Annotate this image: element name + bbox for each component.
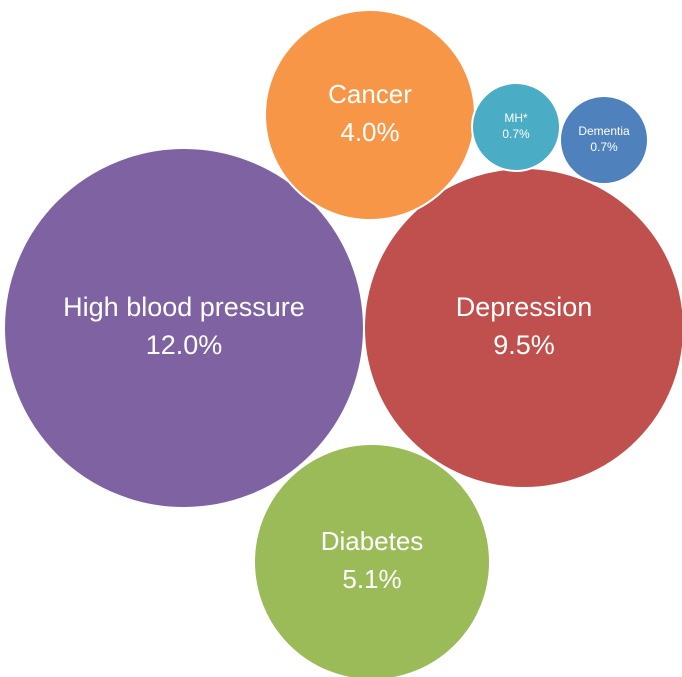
- bubble-value-label: 4.0%: [340, 117, 399, 147]
- bubble-circle-cancer: [264, 9, 476, 221]
- bubble-value-label: 5.1%: [342, 564, 401, 594]
- bubble-mh: MH* 0.7%: [471, 82, 561, 172]
- bubble-name-label: Cancer: [328, 79, 412, 109]
- bubble-name-label: High blood pressure: [63, 292, 305, 322]
- bubble-circle-diabetes: [253, 443, 491, 677]
- bubble-value-label: 9.5%: [493, 330, 555, 360]
- bubble-value-label: 0.7%: [590, 140, 618, 154]
- bubble-name-label: Depression: [456, 292, 593, 322]
- bubble-name-label: Dementia: [578, 124, 630, 138]
- bubble-diabetes: Diabetes 5.1%: [253, 443, 491, 677]
- bubble-circle-depression: [363, 167, 682, 489]
- bubble-depression: Depression 9.5%: [363, 167, 682, 489]
- bubble-name-label: MH*: [504, 111, 528, 125]
- bubble-value-label: 12.0%: [146, 330, 223, 360]
- bubble-value-label: 0.7%: [502, 127, 530, 141]
- bubble-circle-mh: [471, 82, 561, 172]
- bubble-high-blood-pressure: High blood pressure 12.0%: [3, 147, 365, 509]
- bubble-cancer: Cancer 4.0%: [264, 9, 476, 221]
- bubble-dementia: Dementia 0.7%: [559, 95, 649, 185]
- bubble-circle-dementia: [559, 95, 649, 185]
- bubble-name-label: Diabetes: [321, 526, 424, 556]
